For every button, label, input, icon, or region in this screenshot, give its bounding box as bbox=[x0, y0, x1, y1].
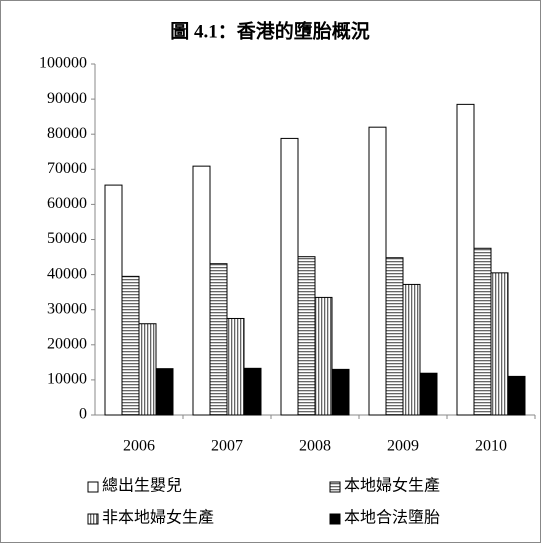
bar bbox=[314, 296, 333, 416]
bar bbox=[385, 257, 404, 416]
bar bbox=[121, 275, 140, 416]
x-tick-label: 2010 bbox=[475, 438, 507, 455]
y-tick-label: 40000 bbox=[47, 265, 87, 282]
bar bbox=[280, 137, 299, 416]
y-tick-label: 50000 bbox=[47, 230, 87, 247]
bar bbox=[104, 184, 123, 416]
bar bbox=[138, 323, 157, 416]
bar bbox=[402, 283, 421, 416]
bar bbox=[331, 368, 350, 416]
y-tick-label: 90000 bbox=[47, 90, 87, 107]
y-tick-label: 80000 bbox=[47, 125, 87, 142]
legend-swatch bbox=[87, 481, 99, 493]
x-tick-label: 2009 bbox=[387, 438, 419, 455]
legend-label: 非本地婦女生產 bbox=[102, 508, 214, 527]
bar bbox=[419, 372, 438, 416]
y-tick-label: 20000 bbox=[47, 335, 87, 352]
y-tick-label: 10000 bbox=[47, 371, 87, 388]
legend-swatch bbox=[87, 513, 99, 525]
legend-label: 本地婦女生產 bbox=[344, 476, 440, 495]
y-tick-label: 70000 bbox=[47, 160, 87, 177]
bar bbox=[155, 368, 174, 416]
legend-swatch bbox=[329, 481, 341, 493]
legend-label: 本地合法墮胎 bbox=[344, 509, 440, 527]
bar bbox=[243, 367, 262, 416]
y-tick-label: 30000 bbox=[47, 300, 87, 317]
bar bbox=[192, 165, 211, 416]
y-tick-label: 0 bbox=[79, 406, 87, 423]
bar bbox=[507, 375, 526, 416]
bar bbox=[456, 103, 475, 416]
bar bbox=[209, 263, 228, 416]
x-tick-label: 2006 bbox=[123, 438, 155, 455]
bar bbox=[297, 256, 316, 416]
bar bbox=[473, 247, 492, 416]
x-tick-label: 2008 bbox=[299, 438, 331, 455]
legend-label: 總出生嬰兒 bbox=[102, 477, 182, 495]
chart-title: 圖 4.1：香港的墮胎概況 bbox=[170, 19, 370, 42]
x-tick-label: 2007 bbox=[211, 438, 243, 455]
bar bbox=[368, 126, 387, 416]
legend-swatch bbox=[329, 513, 341, 525]
y-tick-label: 60000 bbox=[47, 195, 87, 212]
bar bbox=[490, 272, 509, 416]
y-tick-label: 100000 bbox=[39, 55, 87, 72]
bar bbox=[226, 317, 245, 416]
